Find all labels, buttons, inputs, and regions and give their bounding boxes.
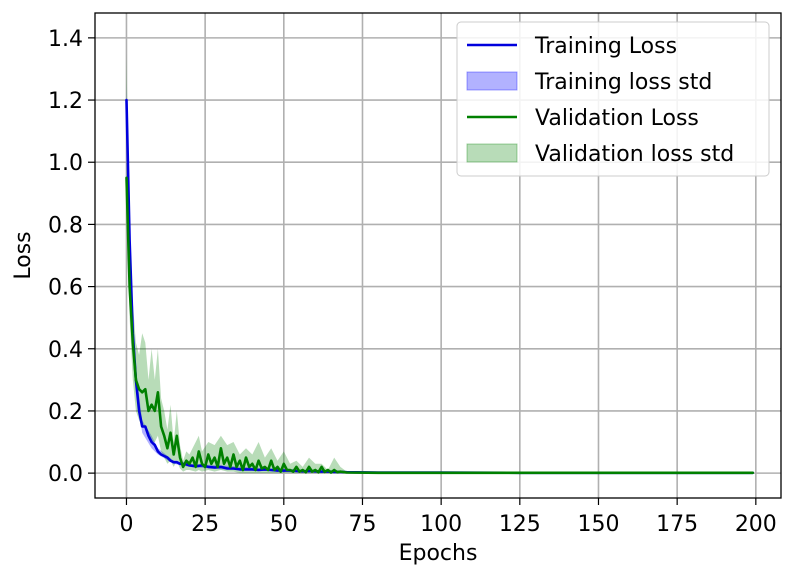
x-tick-label: 75 bbox=[348, 512, 376, 537]
x-tick-label: 175 bbox=[656, 512, 698, 537]
legend-swatch-validation-loss-std bbox=[466, 143, 518, 163]
y-tick-label: 1.4 bbox=[48, 27, 83, 52]
loss-lines bbox=[125, 98, 755, 475]
x-tick-label: 125 bbox=[499, 512, 541, 537]
legend-label-validation-loss-std: Validation loss std bbox=[535, 142, 734, 167]
legend-box bbox=[456, 21, 770, 177]
x-axis-label: Epochs bbox=[399, 541, 478, 566]
x-tick-label: 200 bbox=[735, 512, 777, 537]
legend-swatch-training-loss-std bbox=[466, 71, 518, 91]
x-tick-label: 25 bbox=[191, 512, 219, 537]
legend-label-validation-loss: Validation Loss bbox=[535, 106, 699, 131]
validation-loss-line bbox=[125, 176, 755, 475]
plot-frame bbox=[94, 12, 782, 499]
x-tick-label: 100 bbox=[420, 512, 462, 537]
y-tick-label: 0.0 bbox=[48, 462, 83, 487]
x-tick-label: 0 bbox=[119, 512, 133, 537]
y-tick-label: 0.4 bbox=[48, 338, 83, 363]
y-tick-label: 1.0 bbox=[48, 151, 83, 176]
legend: Training Loss Training loss std Validati… bbox=[456, 21, 770, 177]
x-tick-label: 50 bbox=[270, 512, 298, 537]
y-tick-label: 0.6 bbox=[48, 276, 83, 301]
y-tick-label: 0.8 bbox=[48, 213, 83, 238]
y-tick-label: 1.2 bbox=[48, 89, 83, 114]
x-axis-ticks: 0 25 50 75 100 125 150 175 200 bbox=[119, 498, 777, 537]
x-tick-label: 150 bbox=[577, 512, 619, 537]
y-tick-label: 0.2 bbox=[48, 400, 83, 425]
y-axis-ticks: 0.0 0.2 0.4 0.6 0.8 1.0 1.2 1.4 bbox=[48, 27, 95, 487]
legend-label-training-loss-std: Training loss std bbox=[534, 70, 712, 95]
legend-label-training-loss: Training Loss bbox=[534, 34, 677, 59]
y-axis-label: Loss bbox=[11, 231, 36, 279]
